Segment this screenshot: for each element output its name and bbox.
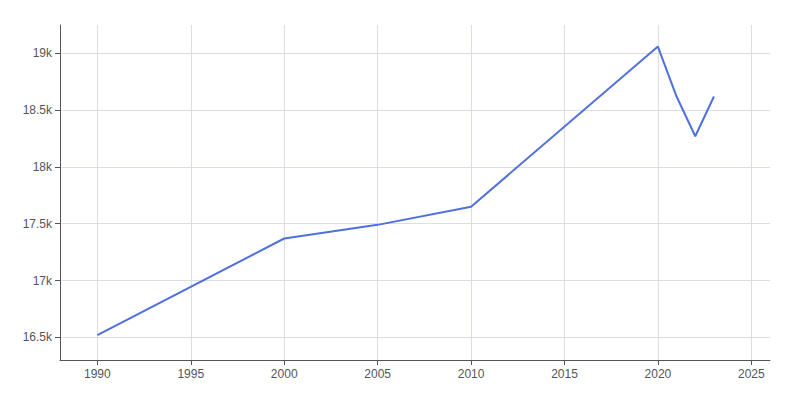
svg-text:16.5k: 16.5k xyxy=(23,330,53,344)
svg-text:2015: 2015 xyxy=(551,367,578,381)
svg-text:2010: 2010 xyxy=(458,367,485,381)
svg-text:2000: 2000 xyxy=(271,367,298,381)
svg-text:1995: 1995 xyxy=(177,367,204,381)
svg-text:18.5k: 18.5k xyxy=(23,103,53,117)
svg-text:19k: 19k xyxy=(33,46,53,60)
svg-text:2020: 2020 xyxy=(645,367,672,381)
svg-text:2025: 2025 xyxy=(738,367,765,381)
svg-text:17k: 17k xyxy=(33,274,53,288)
svg-text:1990: 1990 xyxy=(84,367,111,381)
svg-text:17.5k: 17.5k xyxy=(23,217,53,231)
svg-text:18k: 18k xyxy=(33,160,53,174)
svg-text:2005: 2005 xyxy=(364,367,391,381)
